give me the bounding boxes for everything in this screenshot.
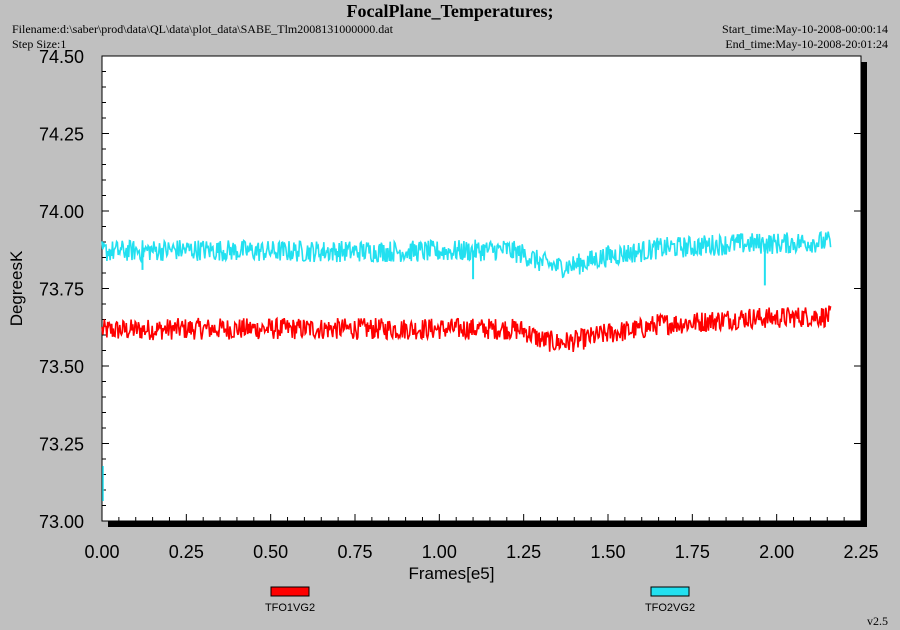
series-line (101, 231, 832, 279)
y-tick-label: 73.50 (39, 357, 84, 377)
chart-title: FocalPlane_Temperatures; (346, 1, 554, 21)
y-tick-label: 74.00 (39, 202, 84, 222)
x-tick-label: 0.00 (84, 542, 119, 562)
x-tick-label: 1.50 (590, 542, 625, 562)
end-time-label: End_time:May-10-2008-20:01:24 (725, 37, 888, 51)
start-time-label: Start_time:May-10-2008-00:00:14 (722, 22, 888, 36)
x-tick-label: 2.00 (759, 542, 794, 562)
x-tick-label: 0.75 (337, 542, 372, 562)
legend-swatch-tfo2vg2 (650, 586, 690, 597)
series-line (101, 305, 832, 352)
y-tick-label: 74.25 (39, 125, 84, 145)
x-tick-label: 1.00 (422, 542, 457, 562)
step-size-label: Step Size:1 (12, 37, 67, 51)
series-tfo1vg2 (101, 305, 832, 352)
x-tick-label: 1.75 (675, 542, 710, 562)
x-tick-label: 0.25 (169, 542, 204, 562)
legend-label-tfo2vg2: TFO2VG2 (645, 602, 695, 614)
x-axis-label: Frames[e5] (409, 564, 495, 583)
y-axis-label: DegreesK (7, 250, 26, 326)
y-tick-label: 73.00 (39, 512, 84, 532)
x-tick-label: 1.25 (506, 542, 541, 562)
series-tfo2vg2 (101, 231, 832, 286)
y-tick-label: 73.75 (39, 280, 84, 300)
y-tick-label: 74.50 (39, 47, 84, 67)
plot-area (101, 55, 862, 522)
legend-label-tfo1vg2: TFO1VG2 (265, 602, 315, 614)
version-label: v2.5 (867, 614, 888, 628)
y-tick-label: 73.25 (39, 435, 84, 455)
x-tick-label: 0.50 (253, 542, 288, 562)
x-tick-label: 2.25 (843, 542, 878, 562)
legend-swatch-tfo1vg2 (270, 586, 310, 597)
filename-label: Filename:d:\saber\prod\data\QL\data\plot… (12, 22, 393, 36)
